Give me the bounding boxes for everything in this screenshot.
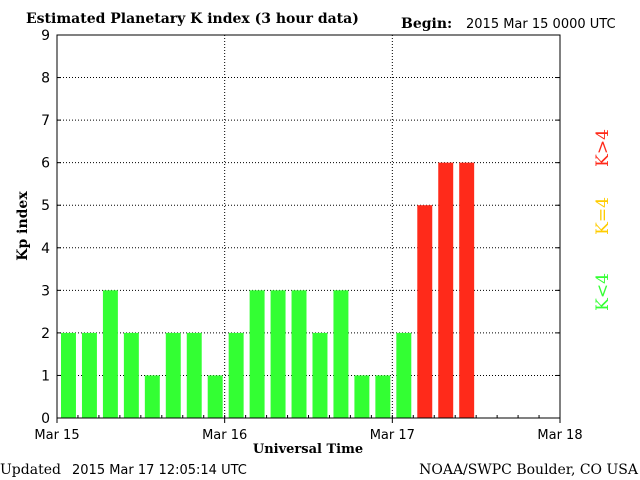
legend-high: K>4: [593, 129, 613, 167]
kp-bar: [144, 375, 160, 418]
kp-bar: [165, 332, 181, 418]
x-ticks: Mar 15 Mar 16 Mar 17 Mar 18: [34, 415, 583, 443]
chart-title: Estimated Planetary K index (3 hour data…: [26, 11, 359, 27]
kp-bar: [81, 332, 97, 418]
begin-label: Begin:: [401, 16, 452, 32]
kp-bar: [417, 205, 433, 418]
kp-bar: [396, 332, 412, 418]
kp-bar: [270, 290, 286, 418]
kp-bar: [228, 332, 244, 418]
kp-bar: [312, 332, 328, 418]
kp-bar: [459, 162, 475, 418]
updated-label: Updated: [0, 462, 61, 478]
y-axis-label: Kp index: [15, 191, 31, 261]
x-axis-label: Universal Time: [253, 442, 363, 457]
y-ticks: 0 1 2 3 4 5 6 7 8 9: [41, 28, 560, 427]
x-tick-label: Mar 18: [537, 428, 582, 443]
source-credit: NOAA/SWPC Boulder, CO USA: [419, 462, 639, 478]
legend-low: K<4: [593, 273, 613, 311]
kp-bar: [354, 375, 370, 418]
kp-bar: [249, 290, 265, 418]
plot-area: 0 1 2 3 4 5 6 7 8 9 Mar 15 Mar 16 Mar 17 Mar 18: [34, 28, 582, 443]
y-tick-label: 3: [41, 283, 50, 299]
kp-bar: [102, 290, 118, 418]
y-tick-label: 7: [41, 113, 50, 129]
x-tick-label: Mar 16: [202, 428, 247, 443]
kp-bar: [438, 162, 454, 418]
x-tick-label: Mar 17: [370, 428, 415, 443]
kp-bar: [375, 375, 391, 418]
y-tick-label: 0: [41, 411, 50, 427]
kp-bar: [61, 332, 76, 418]
y-tick-label: 8: [41, 71, 50, 87]
begin-value: 2015 Mar 15 0000 UTC: [466, 17, 616, 32]
kp-bar: [291, 290, 307, 418]
updated-value: 2015 Mar 17 12:05:14 UTC: [72, 463, 247, 478]
y-tick-label: 1: [41, 368, 50, 384]
kp-bar: [333, 290, 349, 418]
y-tick-label: 9: [41, 28, 50, 44]
x-tick-label: Mar 15: [34, 428, 79, 443]
y-tick-label: 6: [41, 156, 50, 172]
kp-bar: [123, 332, 139, 418]
grid-lines: [57, 35, 560, 418]
legend-mid: K=4: [593, 197, 613, 235]
y-tick-label: 5: [41, 198, 50, 214]
bars: [61, 162, 475, 418]
y-tick-label: 2: [41, 326, 50, 342]
kp-bar: [186, 332, 202, 418]
kp-bar: [207, 375, 223, 418]
y-tick-label: 4: [41, 241, 50, 257]
